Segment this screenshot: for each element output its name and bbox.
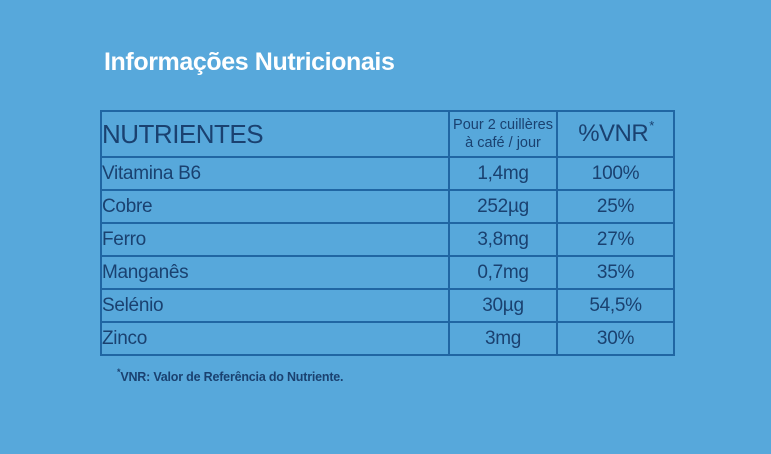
cell-amount: 0,7mg [448,255,558,290]
footnote-asterisk: * [117,367,121,377]
table-row: Zinco 3mg 30% [100,321,675,356]
cell-nutrient-name: Manganês [100,255,450,290]
cell-nutrient-name: Ferro [100,222,450,257]
table-row: Manganês 0,7mg 35% [100,255,675,290]
vnr-asterisk: * [649,118,654,133]
header-cell-serving-size: Pour 2 cuillères à café / jour [448,110,558,158]
nutrition-table: NUTRIENTES Pour 2 cuillères à café / jou… [100,110,675,356]
table-header-row: NUTRIENTES Pour 2 cuillères à café / jou… [100,110,675,158]
cell-vnr-percent: 54,5% [556,288,675,323]
header-cell-vnr: %VNR* [556,110,675,158]
cell-nutrient-name: Selénio [100,288,450,323]
cell-amount: 30µg [448,288,558,323]
cell-amount: 252µg [448,189,558,224]
cell-amount: 3mg [448,321,558,356]
cell-nutrient-name: Zinco [100,321,450,356]
nutrition-table-container: NUTRIENTES Pour 2 cuillères à café / jou… [100,110,675,356]
cell-vnr-percent: 35% [556,255,675,290]
footnote: *VNR: Valor de Referência do Nutriente. [117,367,344,385]
cell-vnr-percent: 100% [556,156,675,191]
cell-nutrient-name: Vitamina B6 [100,156,450,191]
cell-amount: 3,8mg [448,222,558,257]
table-row: Vitamina B6 1,4mg 100% [100,156,675,191]
table-row: Ferro 3,8mg 27% [100,222,675,257]
cell-vnr-percent: 27% [556,222,675,257]
cell-nutrient-name: Cobre [100,189,450,224]
page-title: Informações Nutricionais [104,48,395,76]
table-row: Selénio 30µg 54,5% [100,288,675,323]
table-row: Cobre 252µg 25% [100,189,675,224]
cell-amount: 1,4mg [448,156,558,191]
footnote-text: VNR: Valor de Referência do Nutriente. [120,370,344,385]
vnr-label: %VNR [578,120,649,147]
cell-vnr-percent: 30% [556,321,675,356]
cell-vnr-percent: 25% [556,189,675,224]
header-cell-nutrients: NUTRIENTES [100,110,450,158]
